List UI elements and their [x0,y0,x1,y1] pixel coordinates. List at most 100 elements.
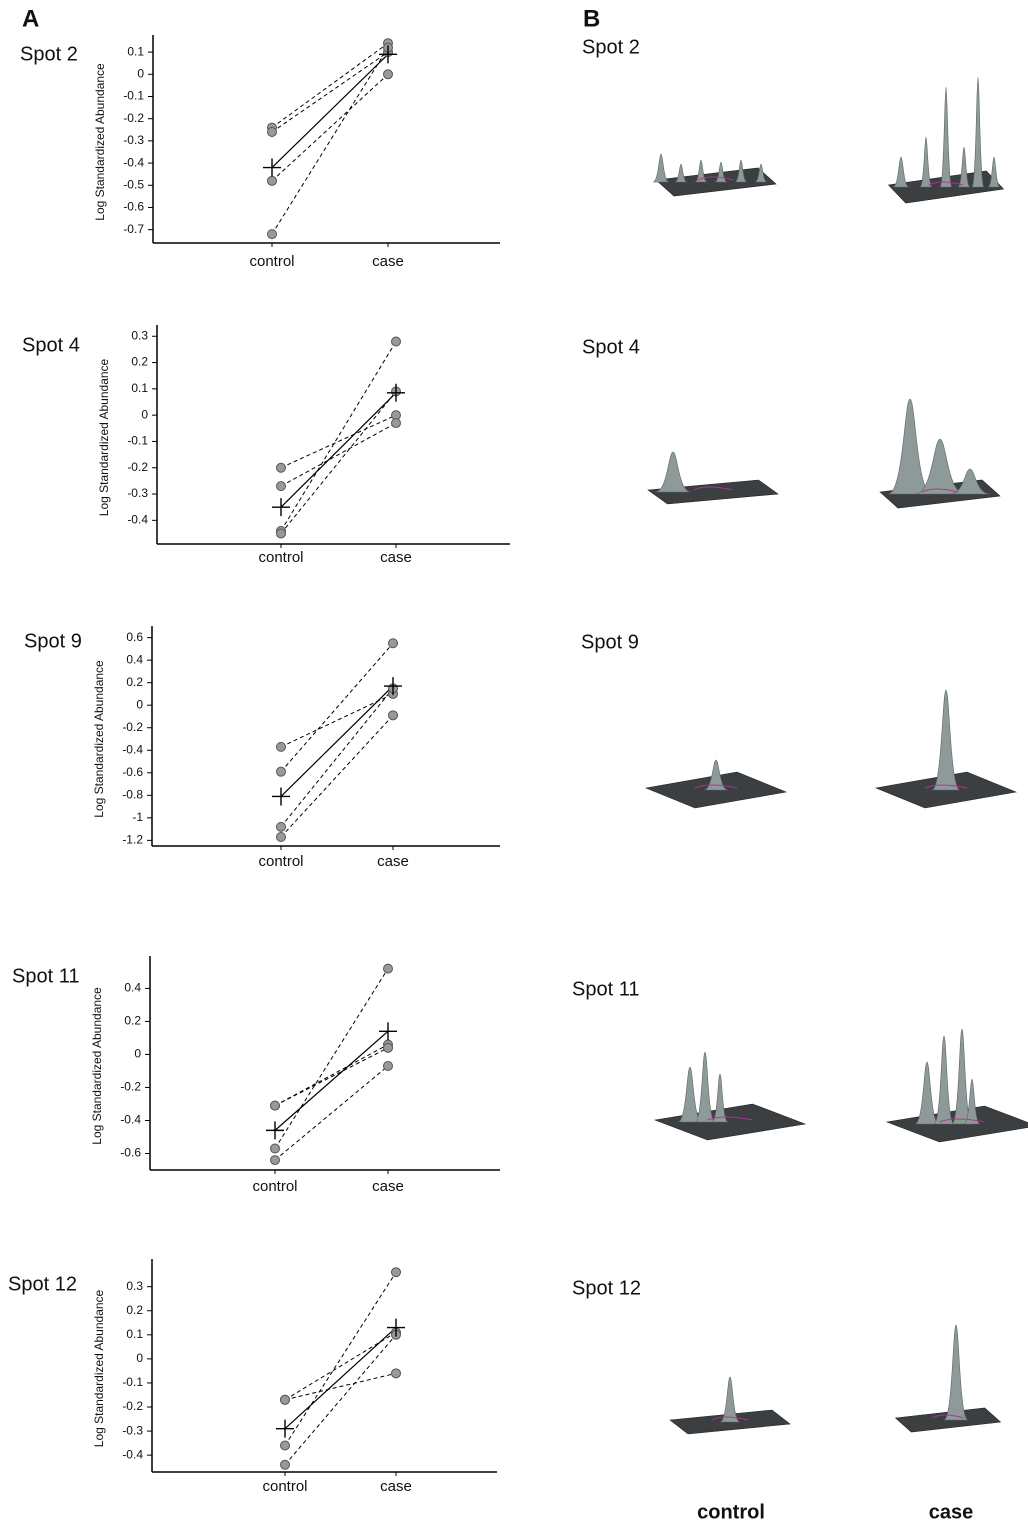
y-tick-label: 0.1 [126,1327,143,1341]
spot-label: Spot 9 [581,631,639,653]
surface-base [655,1104,805,1140]
column-label: control [697,1501,765,1523]
y-tick-label: -0.4 [122,742,143,756]
surface-render [876,690,1016,808]
surface-render [896,1325,1001,1432]
x-tick-label: control [258,549,303,566]
data-point [281,1395,290,1404]
series-line [285,1272,396,1445]
data-point [268,128,277,137]
y-tick-label: -0.2 [127,460,148,474]
surface-peak [972,77,984,187]
series-line [281,423,396,486]
series-line [285,1335,396,1465]
series-line [275,1031,388,1130]
chart-title: Spot 2 [20,43,78,65]
y-tick-label: -1 [132,810,143,824]
surface-peak [934,1036,954,1124]
y-tick-label: -0.3 [123,133,144,147]
data-point [384,1043,393,1052]
y-tick-label: -0.2 [123,111,144,125]
series-line [281,686,393,796]
data-point [277,463,286,472]
data-point [384,1062,393,1071]
y-axis-title: Log Standardized Abundance [97,358,111,516]
y-tick-label: 0.2 [124,1014,141,1028]
surface-render [646,760,786,808]
chart-title: Spot 12 [8,1273,77,1295]
y-tick-label: 0.1 [131,381,148,395]
y-tick-label: -0.1 [123,89,144,103]
data-point [271,1101,280,1110]
spot-label: Spot 12 [572,1277,641,1299]
y-tick-label: 0.3 [131,328,148,342]
data-point [277,742,286,751]
series-line [272,54,388,167]
x-tick-label: case [380,1478,412,1495]
y-tick-label: -0.2 [122,720,143,734]
y-tick-label: -0.5 [123,177,144,191]
series-line [272,43,388,127]
series-line [285,1373,396,1399]
y-tick-label: -0.3 [122,1423,143,1437]
data-point [268,230,277,239]
data-point [281,1460,290,1469]
data-point [277,832,286,841]
surface-render [887,1029,1028,1142]
data-point [277,482,286,491]
y-tick-label: -0.2 [120,1080,141,1094]
y-tick-label: -0.4 [127,513,148,527]
surface-render [880,399,1000,508]
data-point [392,337,401,346]
data-point [277,822,286,831]
surface-peak [940,87,952,187]
spot-label: Spot 4 [582,336,640,358]
y-tick-label: -0.1 [122,1375,143,1389]
data-point [392,419,401,428]
x-tick-label: case [380,549,412,566]
series-line [285,1328,396,1429]
series-line [281,643,393,771]
data-point [271,1144,280,1153]
series-line [281,415,396,468]
y-tick-label: 0.2 [126,675,143,689]
y-axis-title: Log Standardized Abundance [90,987,104,1145]
y-tick-label: -0.4 [120,1113,141,1127]
surface-render [889,77,1004,203]
x-tick-label: control [252,1178,297,1195]
series-line [281,342,396,531]
data-point [392,1268,401,1277]
series-line [272,74,388,181]
y-tick-label: -0.8 [122,787,143,801]
x-tick-label: case [372,1178,404,1195]
data-point [268,176,277,185]
chart-title: Spot 9 [24,630,82,652]
y-tick-label: -0.6 [123,200,144,214]
y-tick-label: 0.6 [126,630,143,644]
surface-render [670,1377,790,1434]
x-tick-label: control [258,853,303,870]
data-point [384,70,393,79]
y-tick-label: 0 [137,66,144,80]
surface-peak [653,154,669,182]
y-axis-title: Log Standardized Abundance [93,63,107,221]
spot-label: Spot 11 [572,978,639,1000]
y-tick-label: -0.2 [122,1399,143,1413]
data-point [389,639,398,648]
y-tick-label: -0.7 [123,222,144,236]
series-line [281,391,396,533]
y-tick-label: 0 [136,1351,143,1365]
x-tick-label: case [372,253,404,270]
panel-label: B [583,5,600,32]
series-line [281,688,393,827]
data-point [277,529,286,538]
series-line [272,48,388,234]
panel-label: A [22,5,39,32]
y-tick-label: -0.1 [127,434,148,448]
y-tick-label: 0.1 [127,44,144,58]
surface-peak [944,1325,968,1420]
y-tick-label: -1.2 [122,833,143,847]
surface-render [655,1052,805,1140]
x-tick-label: case [377,853,409,870]
y-axis-title: Log Standardized Abundance [92,660,106,818]
